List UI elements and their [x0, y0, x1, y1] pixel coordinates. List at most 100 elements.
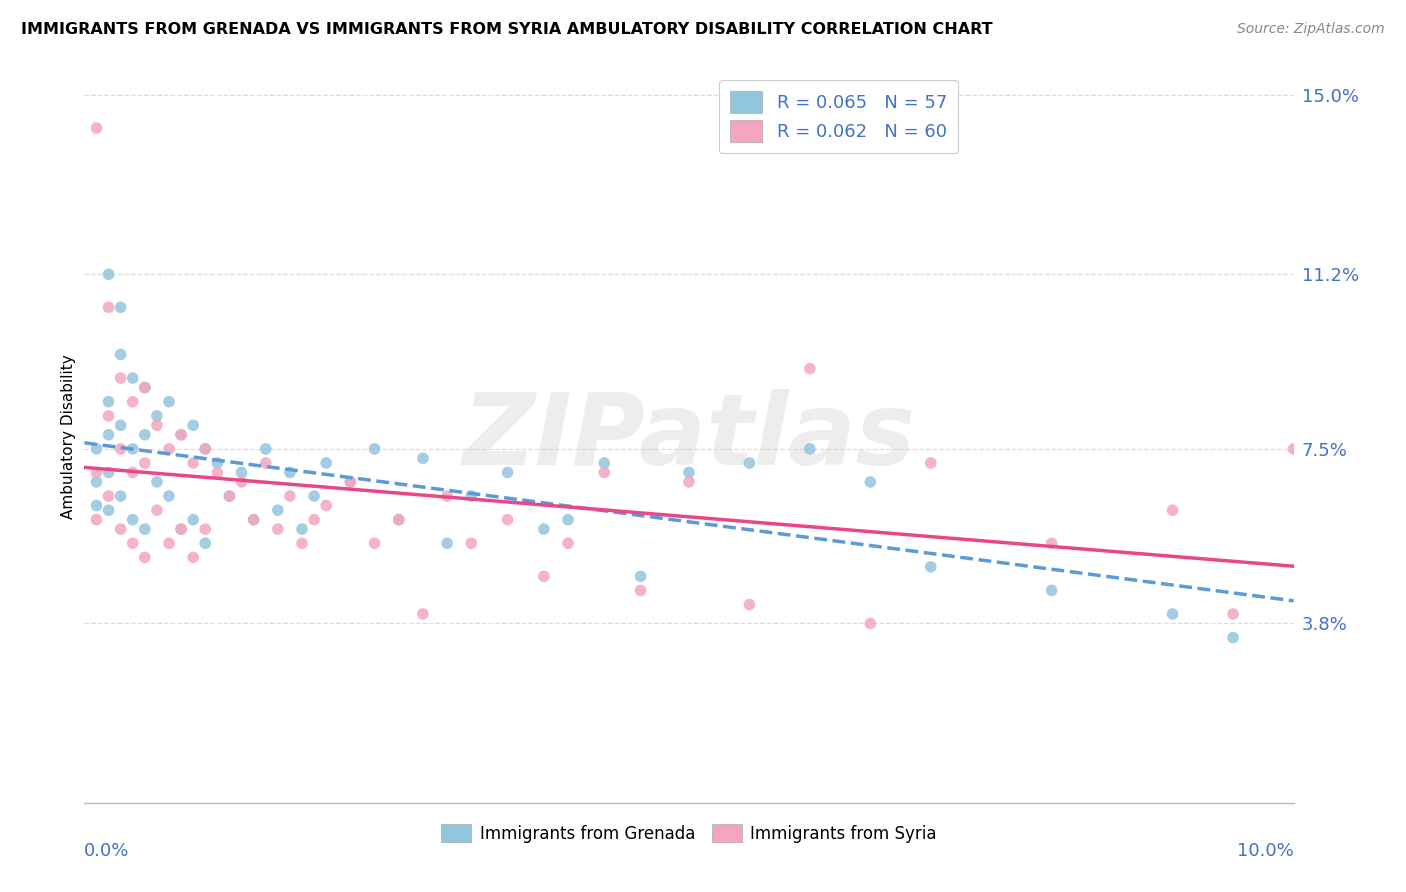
Point [86, 499, 108, 513]
Point [146, 409, 169, 423]
Point [110, 371, 132, 385]
Point [181, 550, 204, 565]
Point [1282, 442, 1305, 456]
Point [134, 550, 156, 565]
Point [339, 475, 361, 489]
Point [194, 522, 217, 536]
Point [134, 380, 156, 394]
Point [412, 607, 434, 621]
Point [231, 475, 253, 489]
Point [157, 489, 180, 503]
Point [859, 616, 882, 631]
Point [194, 536, 217, 550]
Point [121, 536, 143, 550]
Point [738, 598, 761, 612]
Point [170, 427, 193, 442]
Point [207, 466, 229, 480]
Point [388, 513, 411, 527]
Point [593, 456, 616, 470]
Point [97, 466, 120, 480]
Point [799, 361, 821, 376]
Point [920, 559, 942, 574]
Y-axis label: Ambulatory Disability: Ambulatory Disability [60, 355, 76, 519]
Point [134, 456, 156, 470]
Point [920, 456, 942, 470]
Point [134, 380, 156, 394]
Point [1161, 607, 1184, 621]
Point [86, 513, 108, 527]
Point [181, 513, 204, 527]
Point [678, 475, 700, 489]
Point [1343, 569, 1365, 583]
Point [97, 301, 120, 315]
Point [134, 522, 156, 536]
Point [630, 583, 652, 598]
Point [157, 394, 180, 409]
Point [436, 536, 458, 550]
Point [170, 522, 193, 536]
Point [254, 442, 277, 456]
Point [412, 451, 434, 466]
Point [339, 475, 361, 489]
Point [146, 475, 169, 489]
Point [267, 503, 290, 517]
Point [496, 513, 519, 527]
Point [110, 489, 132, 503]
Text: Source: ZipAtlas.com: Source: ZipAtlas.com [1237, 22, 1385, 37]
Point [460, 536, 482, 550]
Text: ZIPatlas: ZIPatlas [463, 389, 915, 485]
Point [121, 394, 143, 409]
Point [170, 522, 193, 536]
Point [363, 536, 385, 550]
Point [121, 466, 143, 480]
Point [157, 442, 180, 456]
Text: 0.0%: 0.0% [84, 842, 129, 860]
Point [231, 466, 253, 480]
Point [121, 513, 143, 527]
Point [110, 347, 132, 361]
Point [110, 418, 132, 433]
Point [678, 466, 700, 480]
Point [496, 466, 519, 480]
Point [146, 418, 169, 433]
Point [1040, 583, 1063, 598]
Point [436, 489, 458, 503]
Point [315, 456, 337, 470]
Point [738, 456, 761, 470]
Point [134, 427, 156, 442]
Point [799, 442, 821, 456]
Point [363, 442, 385, 456]
Text: 10.0%: 10.0% [1237, 842, 1294, 860]
Point [121, 442, 143, 456]
Point [207, 456, 229, 470]
Point [97, 267, 120, 281]
Point [1222, 631, 1244, 645]
Point [86, 475, 108, 489]
Point [218, 489, 240, 503]
Point [170, 427, 193, 442]
Point [97, 409, 120, 423]
Point [86, 442, 108, 456]
Point [533, 569, 555, 583]
Point [557, 536, 579, 550]
Point [1040, 536, 1063, 550]
Point [97, 427, 120, 442]
Point [254, 456, 277, 470]
Point [218, 489, 240, 503]
Point [1403, 631, 1406, 645]
Point [533, 522, 555, 536]
Point [86, 466, 108, 480]
Point [291, 536, 314, 550]
Point [242, 513, 264, 527]
Point [146, 503, 169, 517]
Point [593, 466, 616, 480]
Point [194, 442, 217, 456]
Point [97, 394, 120, 409]
Text: IMMIGRANTS FROM GRENADA VS IMMIGRANTS FROM SYRIA AMBULATORY DISABILITY CORRELATI: IMMIGRANTS FROM GRENADA VS IMMIGRANTS FR… [21, 22, 993, 37]
Point [1222, 607, 1244, 621]
Point [121, 371, 143, 385]
Point [97, 489, 120, 503]
Point [388, 513, 411, 527]
Legend: Immigrants from Grenada, Immigrants from Syria: Immigrants from Grenada, Immigrants from… [434, 818, 943, 849]
Point [630, 569, 652, 583]
